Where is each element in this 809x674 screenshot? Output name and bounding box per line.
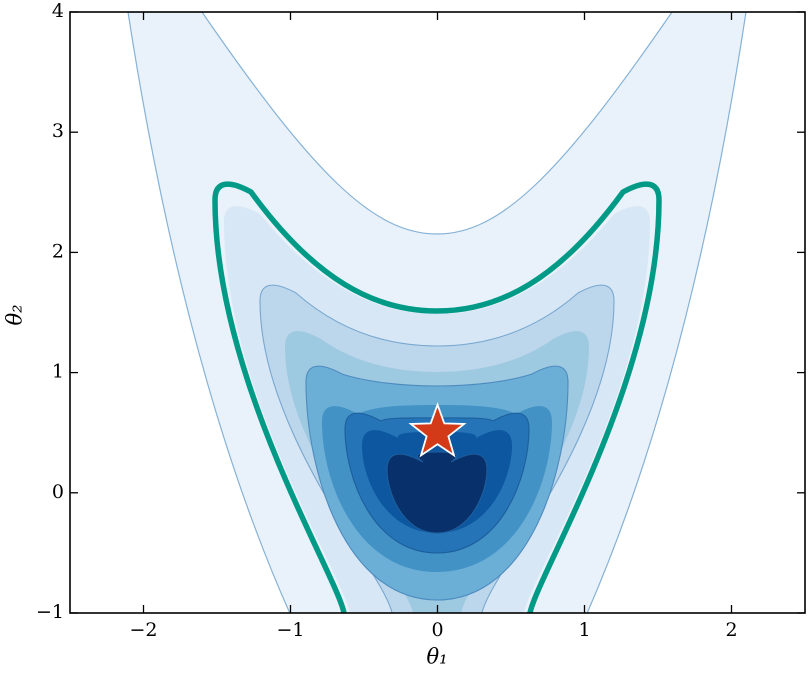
contour-band <box>386 451 488 534</box>
y-tick-label: 0 <box>52 481 64 503</box>
y-tick-label: 3 <box>52 120 64 142</box>
y-tick-label: −1 <box>36 601 64 623</box>
marker-star <box>408 402 467 458</box>
x-tick-label: −2 <box>129 619 157 641</box>
y-tick-label: 2 <box>52 240 64 262</box>
x-axis-label: θ₁ <box>426 645 447 669</box>
x-tick-label: 1 <box>578 619 590 641</box>
x-tick-label: −1 <box>276 619 304 641</box>
x-tick-label: 2 <box>725 619 737 641</box>
contour-layer <box>127 12 747 613</box>
highlight-contour <box>212 181 662 613</box>
y-axis-label: θ₂ <box>3 304 27 325</box>
x-tick-label: 0 <box>431 619 443 641</box>
y-tick-label: 1 <box>52 361 64 383</box>
y-tick-label: 4 <box>52 0 64 22</box>
